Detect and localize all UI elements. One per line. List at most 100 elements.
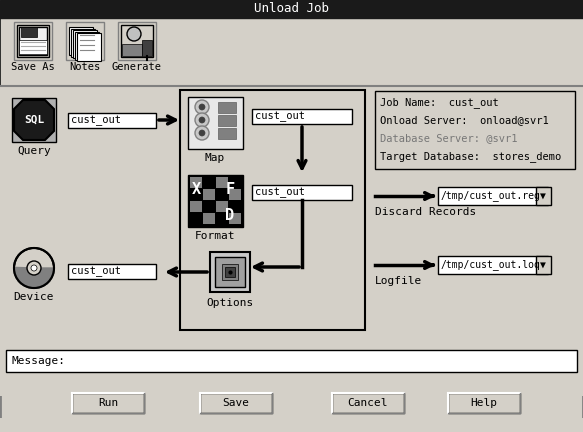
Bar [118, 22, 156, 60]
Bar [229, 189, 241, 200]
Text: ▼: ▼ [540, 260, 546, 270]
Text: Target Database:  stores_demo: Target Database: stores_demo [380, 151, 561, 162]
Text: cust_out: cust_out [71, 266, 121, 277]
Bar [536, 187, 551, 205]
Bar [12, 98, 56, 142]
Bar [21, 27, 37, 37]
Text: Message:: Message: [12, 356, 66, 366]
Bar [14, 22, 52, 60]
Bar [122, 44, 142, 56]
Text: Unload Job: Unload Job [254, 3, 328, 16]
Bar [332, 393, 404, 413]
Text: ▼: ▼ [540, 191, 546, 201]
Text: SQL: SQL [24, 115, 44, 125]
Bar [216, 189, 228, 200]
Text: /tmp/cust_out.loq: /tmp/cust_out.loq [441, 260, 541, 270]
Bar [68, 264, 156, 279]
Bar [216, 177, 228, 188]
Polygon shape [14, 267, 54, 288]
Text: Job Name:  cust_out: Job Name: cust_out [380, 97, 498, 108]
Bar [375, 91, 575, 169]
Polygon shape [14, 100, 54, 140]
Bar [190, 189, 202, 200]
Bar [252, 185, 352, 200]
Circle shape [195, 113, 209, 127]
Bar [229, 177, 241, 188]
Text: cust_out: cust_out [71, 115, 121, 126]
Text: Save: Save [223, 398, 250, 408]
Bar [215, 257, 245, 287]
Text: Device: Device [14, 292, 54, 302]
Text: Onload Server:  onload@svr1: Onload Server: onload@svr1 [380, 115, 549, 125]
Circle shape [199, 130, 205, 136]
Circle shape [199, 117, 205, 123]
Circle shape [195, 126, 209, 140]
Bar [200, 393, 272, 413]
Text: Run: Run [98, 398, 118, 408]
Bar [142, 40, 152, 56]
Text: Format: Format [195, 231, 236, 241]
Bar [73, 30, 97, 58]
Text: Logfile: Logfile [375, 276, 422, 286]
Circle shape [31, 265, 37, 271]
Text: Notes: Notes [69, 62, 101, 72]
Bar [203, 213, 215, 224]
Bar [448, 393, 520, 413]
Bar [216, 201, 228, 212]
Bar [0, 0, 583, 18]
Bar [203, 177, 215, 188]
Bar [222, 264, 238, 280]
Bar [218, 128, 236, 139]
Text: F: F [226, 182, 234, 197]
Bar [188, 175, 243, 227]
Bar [19, 27, 47, 55]
Bar [69, 27, 93, 55]
Text: Database Server: @svr1: Database Server: @svr1 [380, 133, 518, 143]
Text: Options: Options [206, 298, 254, 308]
Bar [203, 189, 215, 200]
Text: /tmp/cust_out.reg: /tmp/cust_out.reg [441, 191, 541, 201]
Text: cust_out: cust_out [255, 111, 305, 122]
Circle shape [14, 248, 54, 288]
Bar [218, 115, 236, 126]
Text: Generate: Generate [112, 62, 162, 72]
Bar [252, 109, 352, 124]
Circle shape [27, 261, 41, 275]
Bar [203, 201, 215, 212]
Text: D: D [226, 207, 234, 222]
Bar [17, 25, 49, 57]
Bar [218, 102, 236, 113]
Text: Query: Query [17, 146, 51, 156]
Bar [0, 86, 583, 396]
Bar [66, 22, 104, 60]
Text: cust_out: cust_out [255, 187, 305, 198]
Circle shape [199, 104, 205, 110]
Bar [225, 267, 235, 277]
Bar [190, 213, 202, 224]
Bar [6, 350, 577, 372]
Text: Help: Help [470, 398, 497, 408]
Bar [216, 213, 228, 224]
Bar [229, 213, 241, 224]
Bar [19, 40, 47, 54]
Bar [190, 201, 202, 212]
Bar [75, 32, 99, 60]
Bar [77, 33, 101, 61]
Circle shape [127, 27, 141, 41]
Bar [188, 97, 243, 149]
Text: Map: Map [205, 153, 225, 163]
Bar [536, 256, 551, 274]
Text: Save As: Save As [11, 62, 55, 72]
Text: Discard Records: Discard Records [375, 207, 476, 217]
Bar [438, 187, 548, 205]
Bar [68, 113, 156, 128]
Bar [121, 25, 153, 57]
Bar [71, 29, 95, 57]
Bar [229, 201, 241, 212]
Bar [190, 177, 202, 188]
Circle shape [195, 100, 209, 114]
Text: X: X [191, 182, 201, 197]
Bar [210, 252, 250, 292]
Bar [0, 18, 583, 86]
Text: Cancel: Cancel [347, 398, 388, 408]
